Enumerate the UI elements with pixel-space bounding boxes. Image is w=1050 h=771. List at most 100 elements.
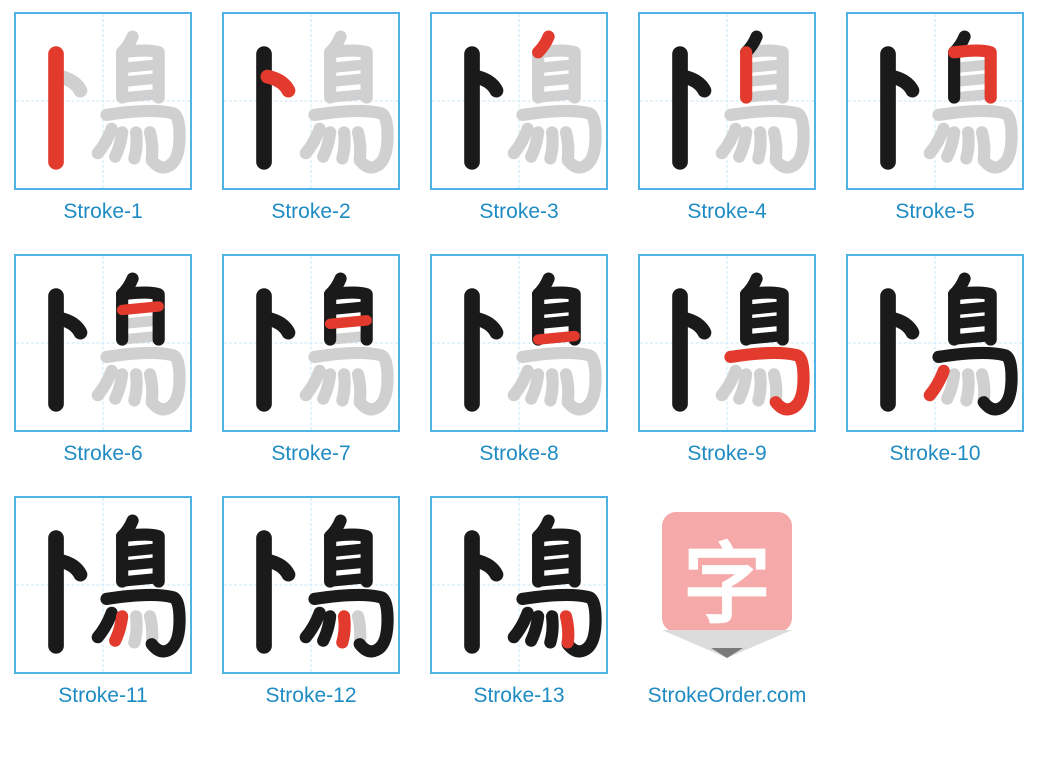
character-glyph: [16, 498, 190, 672]
stroke-path: [947, 374, 954, 398]
logo: 字: [638, 496, 816, 674]
stroke-caption: Stroke-8: [479, 442, 558, 466]
stroke-tile: [638, 254, 816, 432]
stroke-cell: Stroke-6: [14, 254, 192, 466]
logo-cell: 字 StrokeOrder.com: [638, 496, 816, 708]
logo-character: 字: [638, 514, 816, 641]
stroke-path: [330, 306, 367, 309]
stroke-path: [954, 306, 991, 309]
stroke-path: [342, 132, 344, 158]
stroke-cell: Stroke-10: [846, 254, 1024, 466]
stroke-path: [150, 132, 152, 158]
stroke-path: [982, 132, 984, 158]
stroke-path: [306, 129, 320, 153]
stroke-path: [947, 132, 954, 156]
stroke-path: [514, 613, 528, 637]
stroke-path: [323, 616, 330, 640]
stroke-path: [566, 132, 568, 158]
stroke-path: [538, 562, 575, 565]
stroke-path: [98, 129, 112, 153]
stroke-caption: Stroke-7: [271, 442, 350, 466]
logo-caption: StrokeOrder.com: [648, 684, 807, 708]
stroke-tile: [14, 496, 192, 674]
stroke-path: [538, 94, 575, 97]
stroke-path: [531, 616, 538, 640]
stroke-tile: [430, 12, 608, 190]
character-glyph: [224, 256, 398, 430]
stroke-path: [330, 94, 367, 97]
stroke-path: [122, 64, 159, 67]
stroke-caption: Stroke-6: [63, 442, 142, 466]
stroke-path: [330, 64, 367, 67]
stroke-path: [150, 374, 152, 400]
stroke-path: [538, 306, 575, 309]
stroke-path: [538, 78, 575, 81]
stroke-caption: Stroke-10: [889, 442, 980, 466]
stroke-path: [330, 562, 367, 565]
stroke-path: [566, 374, 568, 400]
stroke-path: [538, 548, 575, 551]
stroke-path: [122, 548, 159, 551]
stroke-path: [739, 374, 746, 398]
stroke-path: [739, 132, 746, 156]
stroke-tile: [430, 496, 608, 674]
stroke-tile: [14, 254, 192, 432]
stroke-path: [538, 64, 575, 67]
stroke-caption: Stroke-2: [271, 200, 350, 224]
stroke-path: [330, 548, 367, 551]
stroke-path: [122, 78, 159, 81]
stroke-path: [514, 371, 528, 395]
stroke-cell: Stroke-13: [430, 496, 608, 708]
stroke-cell: Stroke-2: [222, 12, 400, 224]
stroke-cell: Stroke-7: [222, 254, 400, 466]
stroke-path: [98, 613, 112, 637]
stroke-path: [722, 371, 736, 395]
stroke-path: [115, 374, 122, 398]
character-glyph: [224, 14, 398, 188]
character-glyph: [432, 14, 606, 188]
stroke-tile: [222, 496, 400, 674]
character-glyph: [848, 256, 1022, 430]
stroke-caption: Stroke-3: [479, 200, 558, 224]
pencil-lead-icon: [711, 648, 743, 658]
stroke-path: [538, 320, 575, 323]
stroke-path: [531, 132, 538, 156]
stroke-path: [954, 336, 991, 339]
stroke-cell: Stroke-9: [638, 254, 816, 466]
character-glyph: [16, 14, 190, 188]
stroke-cell: Stroke-3: [430, 12, 608, 224]
stroke-path: [122, 578, 159, 581]
stroke-path: [358, 132, 360, 158]
stroke-path: [550, 132, 552, 158]
stroke-path: [746, 306, 783, 309]
stroke-tile: [846, 254, 1024, 432]
stroke-cell: Stroke-4: [638, 12, 816, 224]
stroke-path: [330, 578, 367, 581]
character-glyph: [848, 14, 1022, 188]
stroke-path: [358, 374, 360, 400]
stroke-path: [954, 320, 991, 323]
stroke-path: [514, 129, 528, 153]
stroke-path: [342, 616, 344, 642]
stroke-path: [758, 132, 760, 158]
character-glyph: [640, 256, 814, 430]
stroke-path: [122, 306, 159, 309]
stroke-path: [323, 374, 330, 398]
stroke-cell: Stroke-11: [14, 496, 192, 708]
stroke-caption: Stroke-1: [63, 200, 142, 224]
stroke-path: [746, 336, 783, 339]
stroke-tile: [222, 254, 400, 432]
stroke-path: [134, 616, 136, 642]
stroke-path: [746, 320, 783, 323]
stroke-path: [722, 129, 736, 153]
stroke-caption: Stroke-9: [687, 442, 766, 466]
stroke-path: [98, 371, 112, 395]
stroke-path: [115, 616, 122, 640]
character-glyph: [224, 498, 398, 672]
stroke-tile: [430, 254, 608, 432]
stroke-tile: [222, 12, 400, 190]
character-glyph: [640, 14, 814, 188]
stroke-path: [538, 336, 575, 339]
stroke-cell: Stroke-8: [430, 254, 608, 466]
character-glyph: [432, 498, 606, 672]
